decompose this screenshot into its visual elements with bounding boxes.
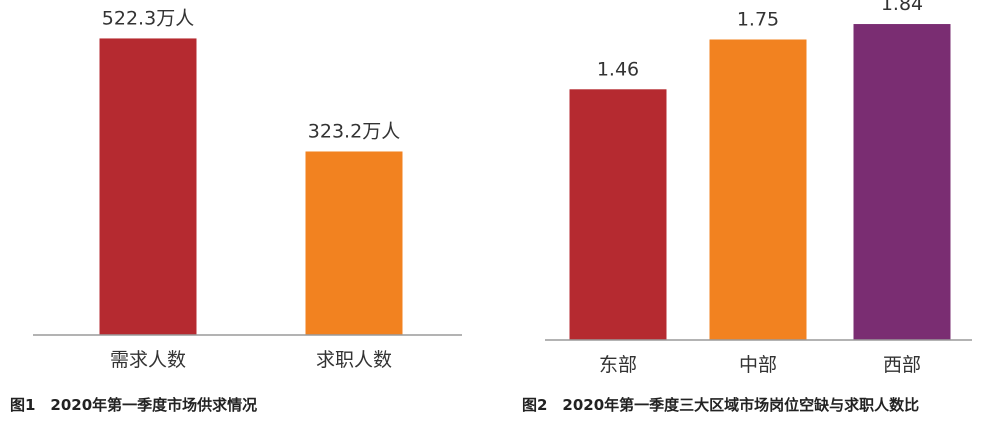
chart-2-category-label-1: 东部 xyxy=(599,354,637,376)
chart-2-bar-2 xyxy=(709,39,807,341)
chart-2: 1.46 东部 1.75 中部 1.84 西部 图2 2020年第一季度三大区域市场岗位空… xyxy=(522,0,972,414)
chart-1-bars xyxy=(99,38,403,336)
chart-2-value-label-2: 1.75 xyxy=(737,8,779,30)
chart-1-value-label-1: 522.3万人 xyxy=(102,7,194,29)
chart-1-bar-2 xyxy=(305,151,403,335)
chart-2-bar-1 xyxy=(569,89,667,340)
chart-1-title: 图1 2020年第一季度市场供求情况 xyxy=(10,396,257,414)
chart-2-value-label-3: 1.84 xyxy=(881,0,923,15)
chart-1-value-label-2: 323.2万人 xyxy=(308,120,400,142)
chart-1-bar-1 xyxy=(99,38,197,336)
chart-2-title: 图2 2020年第一季度三大区域市场岗位空缺与求职人数比 xyxy=(522,396,919,414)
chart-2-category-label-3: 西部 xyxy=(883,354,921,376)
chart-2-bar-3 xyxy=(853,24,951,340)
chart-1-category-label-2: 求职人数 xyxy=(316,349,392,371)
chart-2-bars xyxy=(569,24,951,341)
chart-1-category-label-1: 需求人数 xyxy=(110,349,186,371)
chart-2-category-label-2: 中部 xyxy=(739,354,777,376)
chart-2-value-label-1: 1.46 xyxy=(597,58,639,80)
chart-2-labels: 1.46 东部 1.75 中部 1.84 西部 xyxy=(597,0,923,376)
